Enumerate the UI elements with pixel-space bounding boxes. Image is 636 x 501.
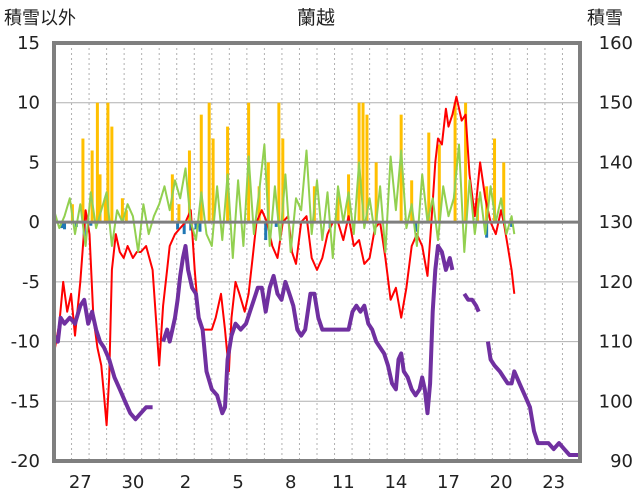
snow_depth-line [52, 297, 153, 422]
precipitation-bar [361, 102, 365, 223]
precipitation-bar [502, 162, 506, 223]
precipitation-bar [374, 162, 378, 223]
precipitation-bar [266, 162, 270, 223]
precipitation-bar [493, 138, 497, 223]
precipitation-bar [110, 126, 114, 223]
y-tick-right: 120 [599, 272, 633, 293]
precipitation-bar [90, 150, 94, 223]
precipitation-bar [199, 114, 203, 223]
snow_depth-line [161, 244, 455, 416]
y-axis-right-label: 積雪 [587, 8, 623, 29]
precipitation-bar [277, 102, 281, 223]
precipitation-bar [95, 102, 99, 223]
sunshine-bar [274, 222, 278, 227]
y-tick-left: -20 [11, 451, 40, 472]
precipitation-bar [410, 180, 414, 223]
line-layer [52, 95, 580, 457]
x-tick-label: 5 [232, 472, 243, 493]
y-tick-left: 10 [17, 93, 40, 114]
x-tick-label: 8 [285, 472, 296, 493]
sunshine-bar [264, 222, 268, 241]
sunshine-bar [198, 222, 202, 232]
sunshine-bar [60, 222, 64, 229]
y-tick-right: 160 [599, 33, 633, 54]
precipitation-bar [453, 102, 457, 223]
precipitation-bar [464, 102, 468, 223]
precipitation-bar [103, 198, 107, 223]
y-tick-right: 150 [599, 93, 633, 114]
y-tick-right: 130 [599, 212, 633, 233]
sunshine-bar [414, 222, 418, 232]
precipitation-bar [124, 210, 128, 223]
precipitation-bar [365, 114, 369, 223]
plot-frame [52, 41, 582, 463]
precipitation-bar [336, 192, 340, 223]
y-tick-right: 100 [599, 391, 633, 412]
x-tick-label: 30 [121, 472, 144, 493]
precipitation-bar [211, 138, 215, 223]
sunshine-bar [194, 222, 198, 230]
precipitation-bar [106, 102, 110, 223]
sunshine-bar [176, 222, 180, 230]
precipitation-bar [281, 138, 285, 223]
precipitation-bar [257, 186, 261, 223]
y-tick-right: 90 [610, 451, 633, 472]
precipitation-bar [81, 138, 85, 223]
precipitation-bar [120, 198, 124, 223]
y-tick-left: 15 [17, 33, 40, 54]
grid [54, 43, 580, 461]
sunshine-bar [63, 222, 67, 230]
precipitation-bar [427, 132, 431, 223]
tick-labels: 15 10 5 0 -5 -10 -15 -20 160 150 140 130 120 110 100 90… [11, 33, 633, 493]
x-tick-label: 17 [437, 472, 460, 493]
y-axis-left-label: 積雪以外 [4, 8, 76, 29]
y-tick-right: 110 [599, 332, 633, 353]
precipitation-bar [177, 204, 181, 223]
sunshine-bar [510, 222, 514, 227]
sunshine-bar [89, 222, 93, 226]
y-tick-left: 0 [29, 212, 40, 233]
y-tick-left: -10 [11, 332, 40, 353]
y-tick-left: -5 [22, 272, 40, 293]
x-tick-label: 20 [490, 472, 513, 493]
x-tick-label: 2 [180, 472, 191, 493]
chart-title: 蘭越 [297, 7, 335, 29]
precipitation-bar [207, 102, 211, 223]
x-tick-label: 27 [69, 472, 92, 493]
sunshine-bar [189, 222, 193, 231]
y-tick-left: 5 [29, 152, 40, 173]
precipitation-bar [399, 114, 403, 223]
precipitation-bar [98, 174, 102, 223]
precipitation-bar [437, 144, 441, 223]
x-tick-label: 23 [542, 472, 565, 493]
x-tick-label: 14 [384, 472, 407, 493]
y-tick-right: 140 [599, 152, 633, 173]
snow_depth-line [462, 292, 481, 313]
y-tick-left: -15 [11, 391, 40, 412]
temperature-line [53, 95, 516, 427]
x-tick-label: 11 [332, 472, 355, 493]
snow_depth-line [485, 341, 580, 457]
sunshine-bar [182, 222, 186, 235]
precipitation-bar [187, 150, 191, 223]
